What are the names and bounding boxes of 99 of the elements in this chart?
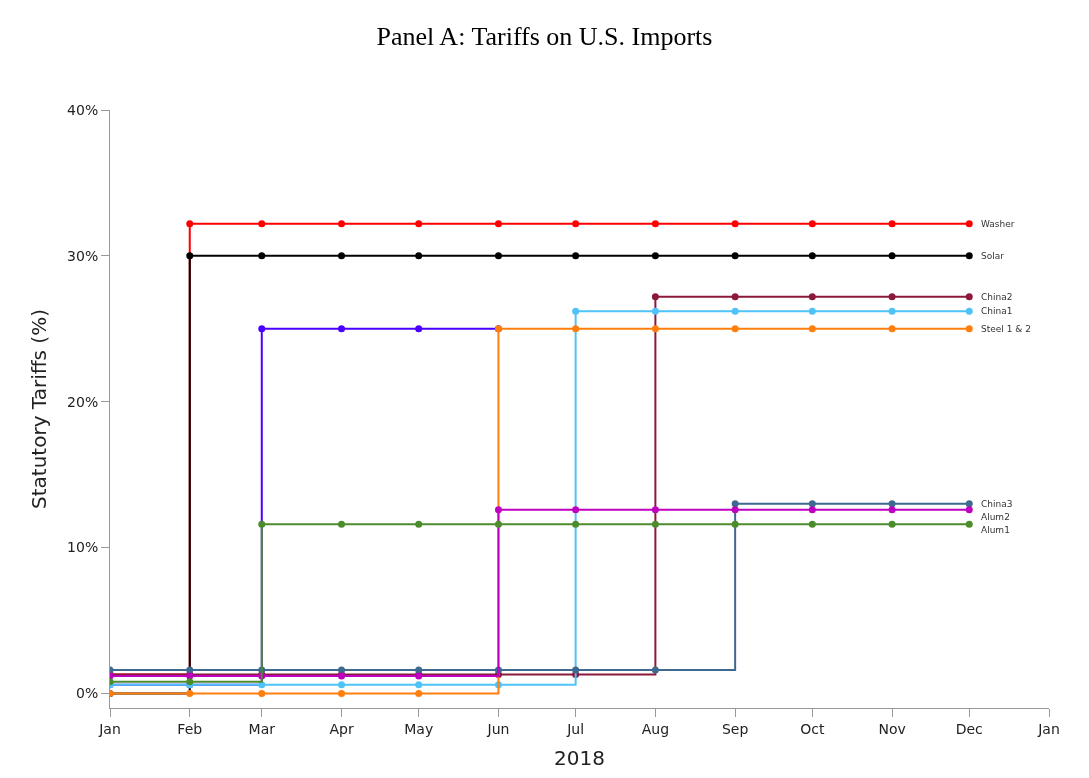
point <box>651 307 659 315</box>
point <box>888 325 896 333</box>
point <box>338 220 346 228</box>
y-tick-label: 20% <box>67 393 99 410</box>
x-tick-label: Feb <box>177 720 203 737</box>
point <box>888 252 896 260</box>
point <box>186 220 194 228</box>
point <box>186 252 194 260</box>
point <box>572 506 580 514</box>
point <box>258 689 266 697</box>
x-tick-label: Jul <box>566 720 585 737</box>
point <box>494 252 502 260</box>
x-tick-label: Apr <box>329 720 354 737</box>
x-tick-label: Jun <box>486 720 510 737</box>
point <box>731 325 739 333</box>
x-axis-title: 2018 <box>554 746 605 771</box>
point <box>808 520 816 528</box>
point <box>494 220 502 228</box>
point <box>572 325 580 333</box>
y-tick-label: 30% <box>67 247 99 264</box>
point <box>258 220 266 228</box>
point <box>965 520 973 528</box>
point <box>731 506 739 514</box>
point <box>888 220 896 228</box>
x-tick-label: Oct <box>800 720 825 737</box>
point <box>731 220 739 228</box>
point <box>338 681 346 689</box>
point <box>186 689 194 697</box>
point <box>651 252 659 260</box>
point <box>572 307 580 315</box>
point <box>888 506 896 514</box>
point <box>415 325 423 333</box>
y-tick-label: 40% <box>67 101 99 118</box>
point <box>572 220 580 228</box>
point <box>808 500 816 508</box>
point <box>965 220 973 228</box>
series-label: China3 <box>981 499 1013 509</box>
point <box>651 506 659 514</box>
point <box>808 506 816 514</box>
point <box>888 293 896 301</box>
point <box>651 220 659 228</box>
x-tick-label: Mar <box>248 720 276 737</box>
point <box>651 293 659 301</box>
point <box>965 252 973 260</box>
point <box>572 666 580 674</box>
point <box>572 520 580 528</box>
point <box>965 293 973 301</box>
point <box>965 506 973 514</box>
point <box>415 220 423 228</box>
series-label: Steel 1 & 2 <box>981 324 1031 334</box>
x-tick-label: Dec <box>955 720 983 737</box>
x-tick-label: May <box>404 720 434 737</box>
series-label: China1 <box>981 306 1013 316</box>
series-label: China2 <box>981 292 1013 302</box>
chart-title: Panel A: Tariffs on U.S. Imports <box>376 22 713 52</box>
point <box>808 325 816 333</box>
point <box>808 220 816 228</box>
point <box>494 506 502 514</box>
point <box>965 307 973 315</box>
series-label: Washer <box>981 219 1015 229</box>
point <box>258 252 266 260</box>
point <box>731 293 739 301</box>
y-axis-title: Statutory Tariffs (%) <box>26 309 51 509</box>
point <box>338 252 346 260</box>
point <box>731 307 739 315</box>
series-label: Alum2 <box>981 512 1010 522</box>
x-tick-label: Sep <box>721 720 749 737</box>
point <box>651 520 659 528</box>
point <box>965 325 973 333</box>
y-tick-label: 10% <box>67 539 99 556</box>
x-tick-label: Jan <box>1037 720 1060 737</box>
point <box>494 520 502 528</box>
point <box>965 500 973 508</box>
point <box>731 252 739 260</box>
x-tick-label: Aug <box>641 720 670 737</box>
series-label: Solar <box>981 251 1005 261</box>
point <box>808 307 816 315</box>
point <box>415 252 423 260</box>
x-tick-label: Jan <box>98 720 121 737</box>
point <box>338 520 346 528</box>
series-label: Alum1 <box>981 525 1010 535</box>
point <box>338 689 346 697</box>
point <box>572 252 580 260</box>
point <box>415 689 423 697</box>
point <box>888 307 896 315</box>
point <box>258 325 266 333</box>
point <box>888 520 896 528</box>
point <box>415 520 423 528</box>
point <box>651 325 659 333</box>
point <box>731 520 739 528</box>
point <box>731 500 739 508</box>
x-tick-label: Nov <box>878 720 906 737</box>
point <box>258 520 266 528</box>
point <box>415 681 423 689</box>
point <box>651 666 659 674</box>
y-tick-label: 0% <box>75 685 99 702</box>
point <box>808 293 816 301</box>
point <box>808 252 816 260</box>
point <box>338 325 346 333</box>
